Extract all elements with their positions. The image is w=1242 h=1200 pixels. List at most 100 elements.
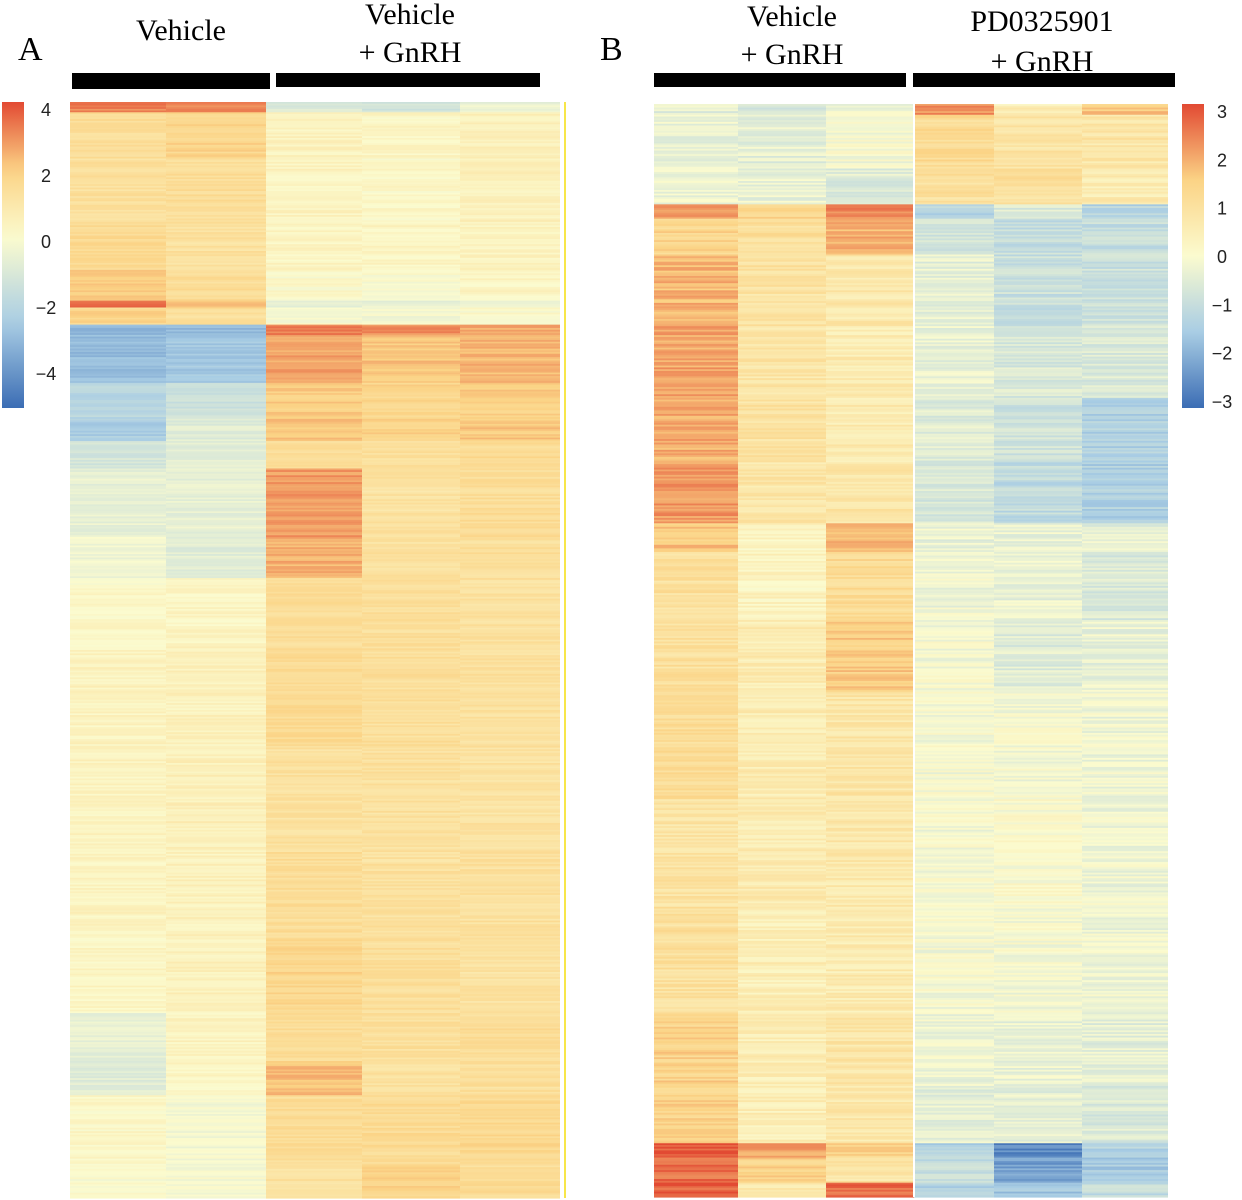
panel-a-cell xyxy=(460,163,560,166)
panel-a-cell xyxy=(166,1013,266,1016)
panel-a-cell xyxy=(362,713,460,716)
panel-b-cell xyxy=(654,141,738,145)
panel-b-cell xyxy=(738,508,826,512)
panel-a-cell xyxy=(166,143,266,146)
panel-b-cell xyxy=(914,376,994,379)
panel-a-cell xyxy=(70,557,166,560)
panel-a-cell xyxy=(266,1088,362,1091)
panel-a-cell xyxy=(166,276,266,279)
panel-a-cell xyxy=(266,379,362,382)
panel-b-cell xyxy=(1082,510,1168,514)
panel-a-cell xyxy=(266,105,362,108)
panel-a-cell xyxy=(70,1061,166,1064)
panel-a-cell xyxy=(266,177,362,180)
panel-b-cell xyxy=(994,179,1082,182)
panel-a-cell xyxy=(266,458,362,461)
panel-a-cell xyxy=(460,410,560,413)
panel-a-cell xyxy=(166,227,266,230)
panel-a-cell xyxy=(362,624,460,627)
panel-a-cell xyxy=(362,773,460,776)
panel-a-cell xyxy=(266,468,362,471)
panel-a-cell xyxy=(362,1156,460,1160)
panel-b-cell xyxy=(826,225,914,229)
panel-a-cell xyxy=(166,151,266,154)
panel-b-cell xyxy=(654,555,738,558)
panel-b-cell xyxy=(994,236,1082,239)
panel-b-cell xyxy=(914,439,994,442)
panel-a-cell xyxy=(70,477,166,480)
panel-a-cell xyxy=(166,531,266,535)
panel-b-cell xyxy=(738,534,826,537)
panel-a-cell xyxy=(460,745,560,749)
panel-a-cell xyxy=(70,1096,166,1100)
panel-b-cell xyxy=(738,494,826,497)
panel-b-cell xyxy=(914,374,994,377)
panel-a-cell xyxy=(166,420,266,423)
panel-b-cell xyxy=(654,320,738,324)
panel-a-cell xyxy=(70,588,166,591)
panel-a-cell xyxy=(362,365,460,369)
panel-a-cell xyxy=(70,136,166,139)
panel-a-cell xyxy=(70,977,166,980)
panel-a-cell xyxy=(362,501,460,504)
panel-b-cell xyxy=(1082,480,1168,483)
panel-a-cell xyxy=(70,1019,166,1023)
panel-a-cell xyxy=(266,1081,362,1084)
panel-b-cell xyxy=(826,277,914,281)
panel-a-cell xyxy=(166,910,266,913)
panel-b-cell xyxy=(914,498,994,501)
panel-b-cell xyxy=(738,308,826,311)
panel-a-cell xyxy=(70,816,166,819)
panel-a-cell xyxy=(362,507,460,511)
panel-a-cell xyxy=(166,995,266,999)
panel-a-cell xyxy=(362,1079,460,1083)
panel-b-cell xyxy=(994,118,1082,121)
panel-b-cell xyxy=(914,299,994,302)
panel-b-cell xyxy=(1082,548,1168,551)
panel-b-cell xyxy=(738,200,826,204)
panel-a-cell xyxy=(70,1127,166,1131)
panel-b-cell xyxy=(1082,532,1168,535)
panel-b-cell xyxy=(738,284,826,288)
panel-a-cell xyxy=(70,225,166,228)
panel-b-cell xyxy=(914,367,994,370)
panel-a-cell xyxy=(70,590,166,593)
panel-b-cell xyxy=(994,571,1082,575)
panel-a-cell xyxy=(166,352,266,355)
panel-b-cell xyxy=(738,396,826,399)
panel-a-cell xyxy=(266,242,362,245)
panel-b-cell xyxy=(1082,362,1168,365)
panel-b-cell xyxy=(738,121,826,125)
panel-b-cell xyxy=(994,526,1082,530)
panel-a-cell xyxy=(266,122,362,125)
panel-b-cell xyxy=(826,362,914,365)
panel-a-cell xyxy=(460,680,560,684)
panel-b-colorbar-tick-5: −2 xyxy=(1212,344,1233,364)
panel-b-cell xyxy=(654,204,738,207)
panel-a-cell xyxy=(70,507,166,511)
panel-a-cell xyxy=(362,1126,460,1129)
panel-a-cell xyxy=(166,697,266,701)
panel-a-cell xyxy=(362,864,460,867)
panel-a-cell xyxy=(70,158,166,161)
panel-b-cell xyxy=(826,250,914,254)
panel-b-cell xyxy=(914,596,994,600)
panel-a-cell xyxy=(460,1042,560,1045)
panel-a-cell xyxy=(70,478,166,482)
panel-a-cell xyxy=(460,1163,560,1167)
panel-b-cell xyxy=(994,388,1082,392)
panel-b-cell xyxy=(1082,456,1168,460)
panel-a-cell xyxy=(266,110,362,113)
panel-a-cell xyxy=(70,807,166,810)
panel-a-cell xyxy=(70,1105,166,1108)
panel-a-cell xyxy=(70,723,166,726)
panel-a-cell xyxy=(266,124,362,127)
panel-b-cell xyxy=(994,557,1082,560)
panel-a-cell xyxy=(266,108,362,112)
panel-a-cell xyxy=(70,846,166,850)
panel-a-cell xyxy=(166,956,266,959)
panel-a-cell xyxy=(70,329,166,333)
panel-a-cell xyxy=(70,129,166,132)
panel-a-cell xyxy=(362,699,460,702)
panel-b-cell xyxy=(826,111,914,114)
